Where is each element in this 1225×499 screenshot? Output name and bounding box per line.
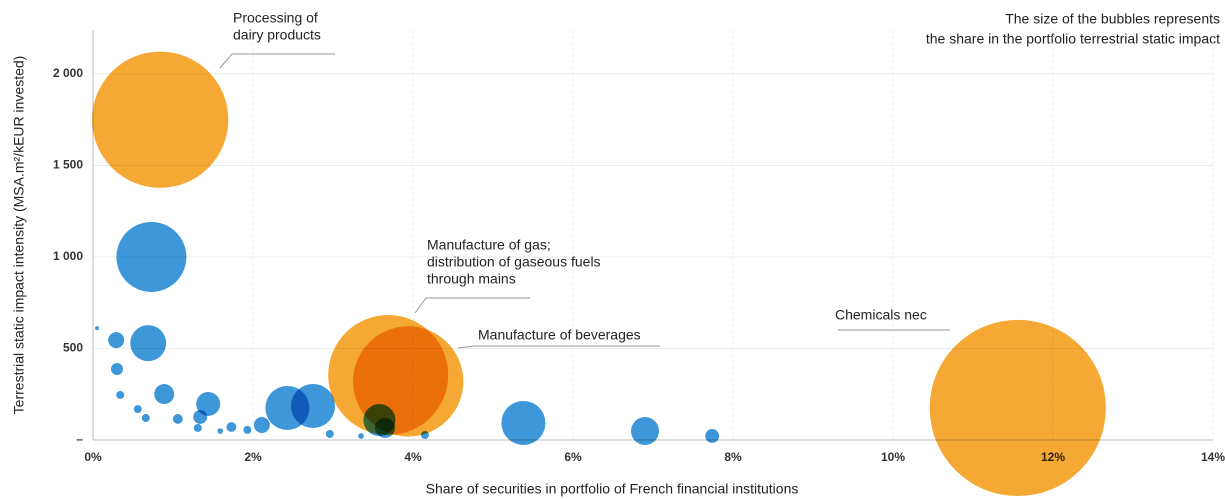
y-tick-label: 1 000 (53, 249, 83, 263)
x-tick-label: 6% (564, 450, 582, 464)
annotation: Chemicals nec (835, 307, 927, 323)
bubble (196, 391, 221, 416)
bubble (501, 400, 546, 445)
bubble (141, 414, 150, 423)
y-tick-label: 2 000 (53, 66, 83, 80)
annotation: through mains (427, 271, 516, 287)
bubble (325, 429, 334, 438)
bubble (226, 422, 237, 432)
annotation: Processing of (233, 10, 318, 26)
bubble (95, 326, 99, 331)
x-tick-label: 14% (1201, 450, 1225, 464)
bubble (116, 390, 125, 399)
bubble (130, 325, 167, 362)
x-tick-label: 10% (881, 450, 905, 464)
y-tick-label: 500 (63, 341, 83, 355)
bubble (929, 319, 1106, 497)
annotation: Manufacture of gas; (427, 237, 551, 253)
y-tick-label: 1 500 (53, 158, 83, 172)
note: the share in the portfolio terrestrial s… (926, 31, 1220, 47)
leader-line (219, 53, 335, 69)
bubble (217, 428, 224, 434)
bubble (631, 417, 659, 446)
bubble (243, 425, 252, 434)
bubble (172, 414, 183, 424)
x-axis-title: Share of securities in portfolio of Fren… (426, 481, 799, 497)
annotation: distribution of gaseous fuels (427, 254, 601, 270)
bubble (291, 383, 335, 428)
bubble (116, 221, 187, 292)
bubble (705, 429, 720, 443)
annotation: dairy products (233, 27, 321, 43)
bubble (111, 362, 123, 375)
leader-line (414, 297, 530, 314)
x-tick-label: 0% (84, 450, 102, 464)
bubble (92, 51, 229, 188)
bubble (193, 410, 208, 424)
bubble (133, 405, 142, 414)
bubble (253, 416, 270, 433)
bubble (154, 384, 175, 405)
bubble (358, 433, 364, 439)
x-tick-label: 2% (244, 450, 262, 464)
bubble (108, 332, 125, 349)
bubble (353, 326, 464, 437)
bubble (193, 423, 202, 432)
x-tick-label: 8% (724, 450, 742, 464)
y-tick-label: – (76, 432, 83, 446)
y-axis-title: Terrestrial static impact intensity (MSA… (11, 56, 27, 415)
x-tick-label: 4% (404, 450, 422, 464)
note: The size of the bubbles represents (1005, 11, 1220, 27)
leader-line (457, 345, 660, 349)
annotation: Manufacture of beverages (478, 327, 641, 343)
